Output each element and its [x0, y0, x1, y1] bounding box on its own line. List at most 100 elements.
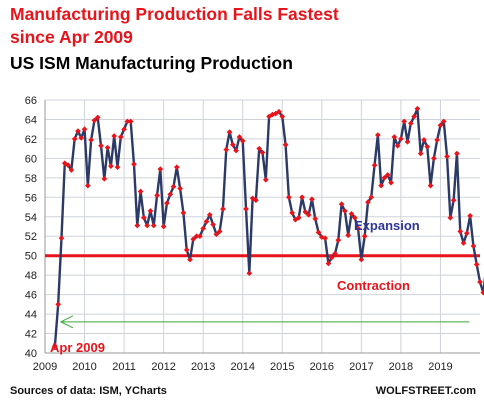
y-tick-label: 50	[25, 251, 37, 263]
axes: 40 42 44 46 48 50 52 54 56 58 60 62 64 66 2009 2010 2011…	[25, 95, 480, 373]
brand-label: WOLFSTREET.com	[375, 385, 476, 397]
data-point	[137, 188, 144, 195]
data-point	[394, 142, 401, 149]
data-point	[434, 137, 440, 143]
data-point	[121, 126, 127, 133]
data-point	[328, 254, 335, 261]
data-point	[147, 208, 154, 214]
data-point	[345, 232, 352, 239]
data-point	[332, 250, 338, 257]
data-point	[71, 136, 78, 142]
y-tick-label: 58	[25, 173, 37, 185]
data-point	[388, 179, 394, 186]
data-point	[124, 118, 131, 125]
data-point	[246, 270, 253, 277]
data-point	[401, 118, 408, 125]
y-tick-label: 60	[25, 153, 37, 165]
data-point	[276, 108, 282, 115]
data-point	[371, 162, 378, 169]
x-tick-label: 2009	[33, 361, 57, 373]
data-point	[167, 191, 174, 198]
data-point	[417, 150, 424, 157]
data-point	[457, 228, 464, 235]
data-point	[203, 218, 210, 225]
data-point	[312, 215, 319, 222]
data-point	[164, 200, 170, 206]
data-point	[454, 150, 460, 157]
data-point	[170, 183, 177, 190]
data-point	[68, 167, 75, 173]
data-point	[398, 136, 404, 142]
y-tick-label: 64	[25, 114, 37, 126]
y-tick-label: 54	[25, 212, 37, 224]
x-tick-label: 2010	[72, 361, 96, 373]
y-tick-label: 56	[25, 192, 37, 204]
data-point	[114, 164, 121, 170]
data-point	[131, 161, 137, 168]
data-point	[440, 118, 447, 125]
x-tick-label: 2019	[428, 361, 452, 373]
data-point	[470, 243, 477, 249]
data-point	[88, 137, 94, 143]
data-point	[180, 210, 187, 216]
data-point	[404, 139, 411, 145]
data-point	[85, 182, 91, 189]
data-point	[384, 172, 391, 178]
expansion-label: Expansion	[354, 218, 420, 233]
data-point	[381, 175, 388, 181]
data-point	[289, 210, 295, 216]
data-point	[368, 194, 375, 201]
y-tick-label: 40	[25, 348, 37, 360]
data-point	[150, 222, 157, 229]
data-point	[407, 120, 414, 127]
data-point	[141, 214, 147, 221]
data-point	[299, 194, 305, 201]
data-point	[183, 247, 190, 253]
data-point	[262, 176, 269, 183]
x-tick-label: 2013	[191, 361, 215, 373]
data-point	[427, 182, 434, 189]
source-note: Sources of data: ISM, YCharts	[10, 385, 167, 397]
data-point	[477, 279, 483, 285]
y-tick-label: 48	[25, 270, 37, 282]
y-tick-label: 66	[25, 95, 37, 107]
data-point	[444, 153, 450, 160]
data-point	[233, 147, 239, 154]
data-point	[325, 260, 332, 267]
data-point	[101, 175, 108, 182]
x-tick-label: 2014	[230, 361, 254, 373]
data-point	[94, 114, 101, 121]
data-point	[78, 135, 85, 141]
arrow-head	[59, 315, 74, 329]
data-point	[447, 214, 454, 221]
data-point	[467, 212, 473, 219]
data-point	[226, 129, 233, 135]
data-point	[450, 197, 457, 204]
data-point	[351, 214, 358, 221]
y-tick-label: 46	[25, 290, 37, 302]
x-tick-label: 2016	[310, 361, 334, 373]
data-point	[200, 225, 207, 232]
data-point	[144, 222, 150, 229]
data-point	[286, 194, 292, 201]
data-point	[259, 149, 266, 156]
data-point	[190, 236, 197, 242]
data-point	[65, 162, 71, 169]
data-point	[411, 113, 417, 120]
chart-title-line-2: since Apr 2009	[10, 27, 133, 47]
data-point	[342, 208, 348, 214]
data-point	[236, 134, 243, 140]
data-point	[378, 182, 384, 189]
data-point	[279, 113, 286, 120]
data-point	[358, 256, 365, 263]
data-point	[111, 133, 118, 139]
data-point	[154, 192, 160, 199]
data-point	[315, 229, 322, 236]
data-point	[173, 164, 180, 170]
data-point	[253, 197, 259, 204]
data-point	[213, 231, 220, 238]
data-point	[210, 221, 216, 228]
x-tick-label: 2015	[270, 361, 294, 373]
data-point	[243, 206, 249, 212]
data-point	[197, 233, 203, 240]
